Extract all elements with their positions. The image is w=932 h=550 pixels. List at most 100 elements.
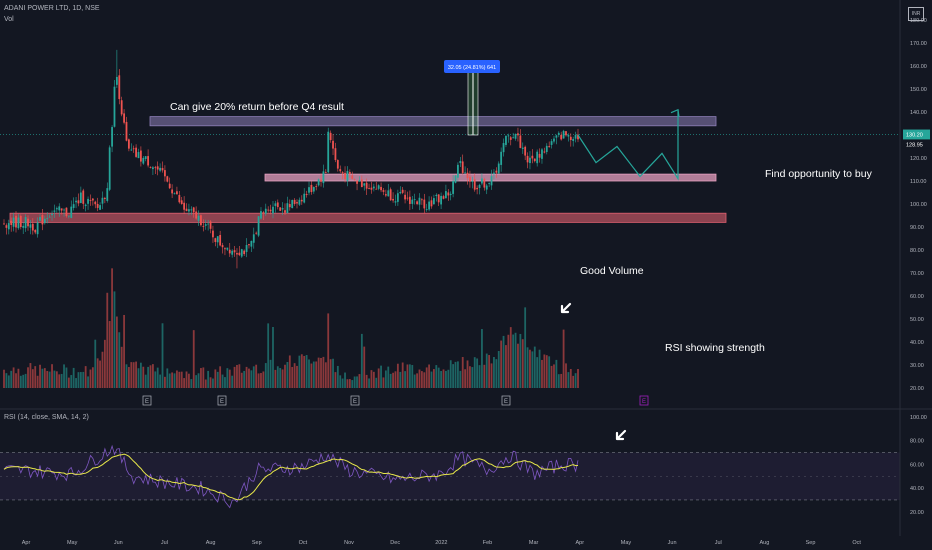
candle-body bbox=[524, 146, 527, 156]
candle-body bbox=[363, 183, 366, 186]
earnings-marker bbox=[501, 395, 511, 406]
price-axis-tick: 30.00 bbox=[910, 363, 924, 369]
candle-body bbox=[382, 190, 385, 192]
volume-bar bbox=[471, 367, 474, 388]
candle-body bbox=[348, 171, 351, 175]
candle-body bbox=[356, 180, 358, 184]
candle-body bbox=[216, 236, 219, 243]
volume-bar bbox=[144, 374, 147, 388]
measure-label-bg bbox=[444, 60, 500, 73]
volume-bar bbox=[99, 360, 101, 388]
candle-body bbox=[147, 156, 150, 166]
volume-bar bbox=[149, 365, 152, 388]
candle-body bbox=[396, 193, 399, 202]
candle-body bbox=[517, 133, 519, 136]
candle-body bbox=[10, 220, 13, 226]
candle-body bbox=[557, 132, 560, 136]
volume-bar bbox=[296, 365, 298, 388]
candle-body bbox=[99, 205, 101, 210]
candle-body bbox=[267, 209, 270, 211]
volume-legend: Vol bbox=[4, 16, 14, 23]
volume-bar bbox=[31, 369, 34, 388]
candle-body bbox=[48, 216, 51, 218]
annotation-return: Can give 20% return before Q4 result bbox=[170, 101, 344, 113]
volume-bar bbox=[115, 316, 118, 388]
volume-bar bbox=[17, 368, 20, 388]
candle-body bbox=[293, 199, 296, 204]
candle-body bbox=[372, 186, 375, 189]
volume-bar bbox=[526, 347, 529, 388]
volume-bar bbox=[159, 374, 162, 388]
currency-badge[interactable]: INR bbox=[908, 7, 924, 21]
candle-body bbox=[555, 135, 558, 138]
candle-body bbox=[188, 209, 190, 212]
candle-body bbox=[161, 168, 164, 171]
volume-bar bbox=[257, 373, 260, 388]
candle-body bbox=[197, 215, 200, 221]
volume-bar bbox=[408, 364, 411, 388]
candle-body bbox=[473, 179, 476, 190]
price-axis-tick: 90.00 bbox=[910, 225, 924, 231]
candle-body bbox=[84, 204, 87, 207]
volume-bar bbox=[46, 370, 49, 388]
volume-bar bbox=[445, 370, 447, 388]
candle-body bbox=[553, 138, 555, 142]
candle-body bbox=[548, 146, 551, 148]
candle-body bbox=[418, 197, 421, 205]
candle-body bbox=[130, 149, 133, 151]
candle-body bbox=[572, 138, 575, 141]
candle-body bbox=[317, 179, 320, 186]
candle-body bbox=[207, 223, 210, 225]
volume-bar bbox=[327, 313, 330, 388]
rsi-ma-line bbox=[3, 453, 579, 501]
zone-demand bbox=[9, 212, 727, 223]
volume-bar bbox=[269, 359, 272, 388]
volume-bar bbox=[202, 367, 205, 388]
candle-body bbox=[303, 193, 306, 203]
candle-body bbox=[336, 160, 339, 169]
candle-body bbox=[406, 197, 409, 199]
time-axis-tick: Mar bbox=[529, 540, 539, 546]
volume-bar bbox=[166, 368, 169, 388]
candle-body bbox=[505, 135, 507, 145]
candle-body bbox=[183, 202, 186, 210]
volume-bar bbox=[276, 366, 279, 388]
rsi-axis-tick: 80.00 bbox=[910, 439, 924, 445]
volume-bar bbox=[22, 374, 25, 388]
candle-body bbox=[344, 172, 346, 180]
volume-bar bbox=[351, 380, 354, 388]
volume-bar bbox=[185, 371, 188, 388]
candle-body bbox=[75, 200, 77, 203]
candle-body bbox=[536, 151, 539, 164]
volume-bar bbox=[10, 370, 13, 388]
time-axis-tick: Jun bbox=[668, 540, 677, 546]
price-axis-tick: 20.00 bbox=[910, 386, 924, 392]
time-axis-tick: Apr bbox=[576, 540, 585, 546]
candle-body bbox=[166, 176, 169, 182]
volume-bar bbox=[224, 377, 226, 388]
volume-bar bbox=[101, 351, 104, 388]
candle-body bbox=[408, 196, 411, 204]
volume-bar bbox=[399, 371, 402, 388]
volume-bar bbox=[176, 370, 178, 388]
candle-body bbox=[127, 139, 130, 149]
candle-body bbox=[471, 180, 474, 182]
time-axis-tick: Feb bbox=[483, 540, 492, 546]
candle-body bbox=[430, 200, 433, 207]
volume-bar bbox=[286, 361, 289, 388]
candle-body bbox=[454, 175, 457, 183]
candle-body bbox=[29, 224, 32, 228]
volume-bar bbox=[432, 369, 435, 388]
volume-bar bbox=[476, 358, 479, 388]
volume-bar bbox=[310, 363, 313, 388]
candle-body bbox=[538, 153, 541, 158]
candle-body bbox=[204, 224, 207, 226]
volume-bar bbox=[216, 371, 219, 388]
candle-body bbox=[41, 215, 44, 225]
volume-bar bbox=[250, 370, 253, 388]
time-axis-tick: Sep bbox=[252, 540, 262, 546]
volume-bar bbox=[238, 364, 241, 388]
candle-body bbox=[368, 188, 370, 189]
candle-body bbox=[478, 184, 481, 188]
